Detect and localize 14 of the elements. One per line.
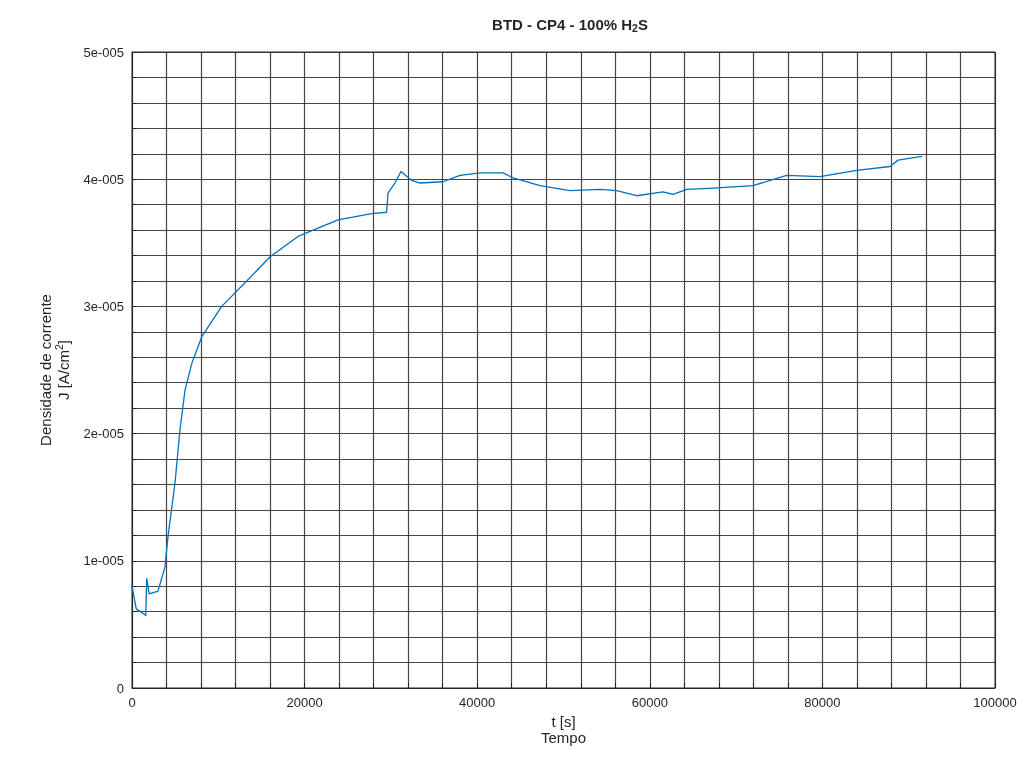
y-tick-label: 4e-005	[83, 171, 124, 187]
y-tick-label: 3e-005	[83, 298, 124, 314]
x-tick-label: 40000	[459, 695, 496, 710]
x-tick-label: 100000	[973, 695, 1017, 710]
y-tick-label: 2e-005	[83, 426, 124, 442]
y-tick-label: 5e-005	[83, 44, 124, 60]
y-tick-label: 0	[116, 680, 124, 696]
x-tick-label: 60000	[631, 695, 668, 710]
line-series	[131, 155, 923, 617]
x-tick-label: 0	[128, 695, 136, 710]
x-axis-title: t [s] Tempo	[540, 713, 587, 747]
x-tick-label: 20000	[286, 695, 323, 710]
y-tick-label: 1e-005	[83, 553, 124, 569]
x-tick-label: 80000	[804, 695, 841, 710]
